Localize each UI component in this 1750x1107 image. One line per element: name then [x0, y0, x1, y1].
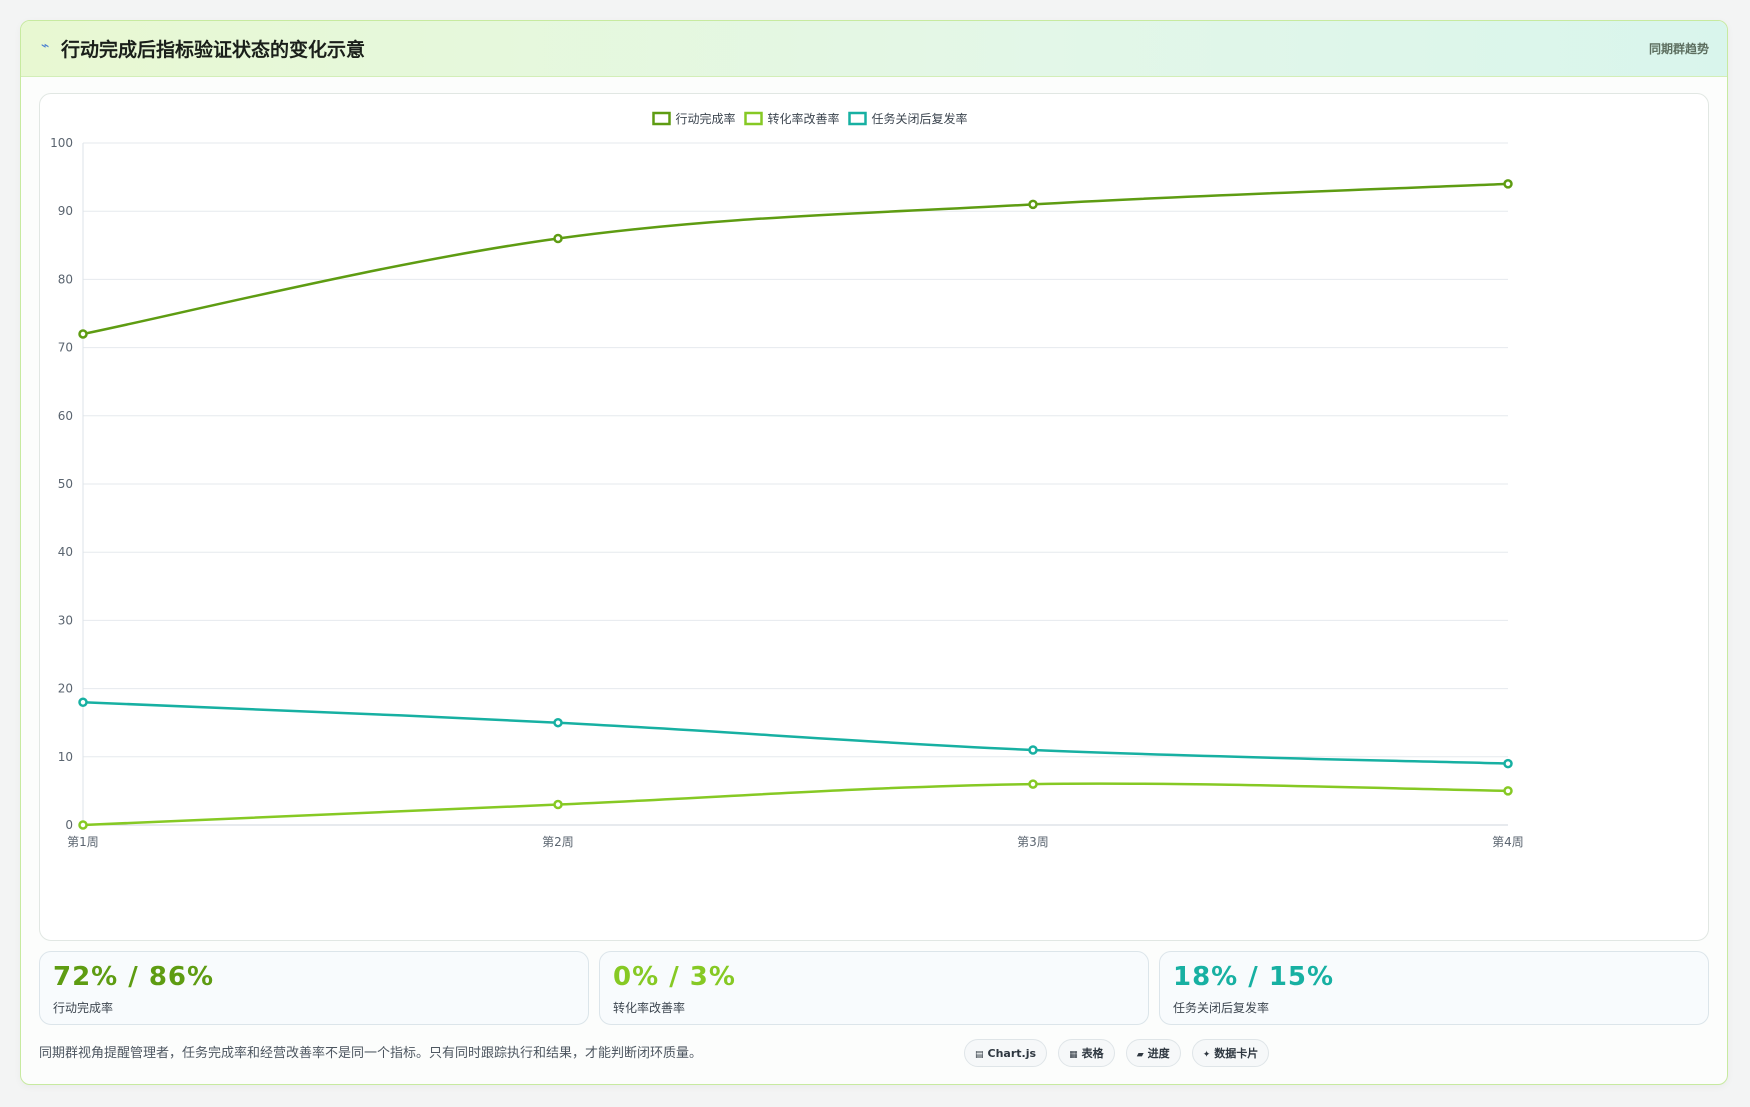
legend-swatch	[652, 111, 671, 126]
x-tick-label: 第4周	[1492, 835, 1524, 849]
x-tick-label: 第1周	[67, 835, 99, 849]
y-tick-label: 20	[58, 682, 73, 696]
chart-card: ⌁ 行动完成后指标验证状态的变化示意 同期群趋势 0 10 20 30 40 50 60 70…	[20, 20, 1728, 1085]
data-point	[553, 233, 563, 244]
stat-value: 18% / 15%	[1173, 962, 1335, 992]
data-point	[553, 717, 563, 728]
cohort-trend-label: 同期群趋势	[1648, 42, 1709, 56]
chart-panel: 0 10 20 30 40 50 60 70 80 90 100 第1周 第2周 第3周 第4周 行动完成率 转…	[39, 93, 1709, 941]
legend-label: 任务关闭后复发率	[872, 111, 968, 126]
y-tick-label: 70	[58, 341, 73, 355]
tag-chips: ▤ Chart.js ▦ 表格 ▰ 进度 ✦ 数据卡片	[964, 1039, 1275, 1069]
stat-value: 72% / 86%	[53, 962, 215, 992]
chip-progress[interactable]: ▰ 进度	[1125, 1039, 1181, 1067]
series-line-2	[82, 782, 1509, 827]
line-chart: 0 10 20 30 40 50 60 70 80 90 100 第1周 第2周 第3周 第4周 行动完成率 转…	[50, 111, 1524, 849]
chip-label: 表格	[1081, 1047, 1104, 1060]
y-tick-label: 100	[50, 136, 73, 150]
data-point	[553, 799, 563, 810]
data-point	[78, 697, 88, 707]
data-point	[1028, 745, 1038, 755]
chip-label: 数据卡片	[1214, 1047, 1259, 1060]
chip-label: 进度	[1147, 1047, 1170, 1060]
footer-note: 同期群视角提醒管理者，任务完成率和经营改善率不是同一个指标。只有同时跟踪执行和结…	[39, 1046, 703, 1061]
data-point	[78, 820, 88, 830]
legend-swatch	[848, 111, 867, 126]
chip-chartjs[interactable]: ▤ Chart.js	[964, 1039, 1048, 1067]
chip-data-card[interactable]: ✦ 数据卡片	[1191, 1039, 1270, 1067]
y-tick-label: 30	[58, 613, 73, 627]
stat-label: 转化率改善率	[613, 1001, 686, 1015]
legend-label: 行动完成率	[676, 111, 736, 126]
x-tick-label: 第2周	[542, 835, 574, 849]
card-title: 行动完成后指标验证状态的变化示意	[61, 39, 366, 61]
y-tick-label: 80	[58, 272, 73, 286]
stat-cards: 72% / 86% 行动完成率 0% / 3% 转化率改善率 18% / 15%…	[39, 951, 1709, 1025]
legend-swatch	[744, 111, 763, 126]
y-tick-label: 0	[65, 818, 73, 832]
table-icon: ▦	[1069, 1050, 1078, 1060]
y-tick-label: 60	[58, 409, 73, 423]
stat-value: 0% / 3%	[613, 962, 736, 992]
legend-label: 转化率改善率	[768, 111, 840, 126]
stat-card-conversion: 0% / 3% 转化率改善率	[599, 951, 1149, 1025]
stat-card-recurrence: 18% / 15% 任务关闭后复发率	[1159, 951, 1709, 1025]
data-point	[1503, 179, 1513, 189]
stat-card-completion: 72% / 86% 行动完成率	[39, 951, 589, 1025]
series-line-3	[82, 700, 1509, 765]
card-header: ⌁ 行动完成后指标验证状态的变化示意 同期群趋势	[21, 21, 1727, 77]
data-point	[1028, 779, 1038, 789]
data-point	[1503, 758, 1513, 769]
chart-icon: ▤	[975, 1050, 984, 1060]
data-point	[78, 329, 88, 339]
x-tick-label: 第3周	[1017, 835, 1049, 849]
progress-icon: ▰	[1136, 1050, 1144, 1060]
data-point	[1503, 786, 1513, 796]
chip-table[interactable]: ▦ 表格	[1058, 1039, 1115, 1067]
y-tick-label: 90	[58, 204, 73, 218]
stat-label: 行动完成率	[53, 1001, 114, 1015]
y-tick-label: 40	[58, 545, 73, 559]
data-card-icon: ✦	[1202, 1050, 1211, 1060]
y-tick-label: 50	[58, 477, 73, 491]
pulse-icon: ⌁	[41, 38, 50, 54]
y-tick-label: 10	[58, 750, 73, 764]
stat-label: 任务关闭后复发率	[1173, 1001, 1270, 1015]
chip-label: Chart.js	[987, 1047, 1037, 1060]
series-line-1	[82, 182, 1509, 336]
data-point	[1028, 199, 1038, 210]
